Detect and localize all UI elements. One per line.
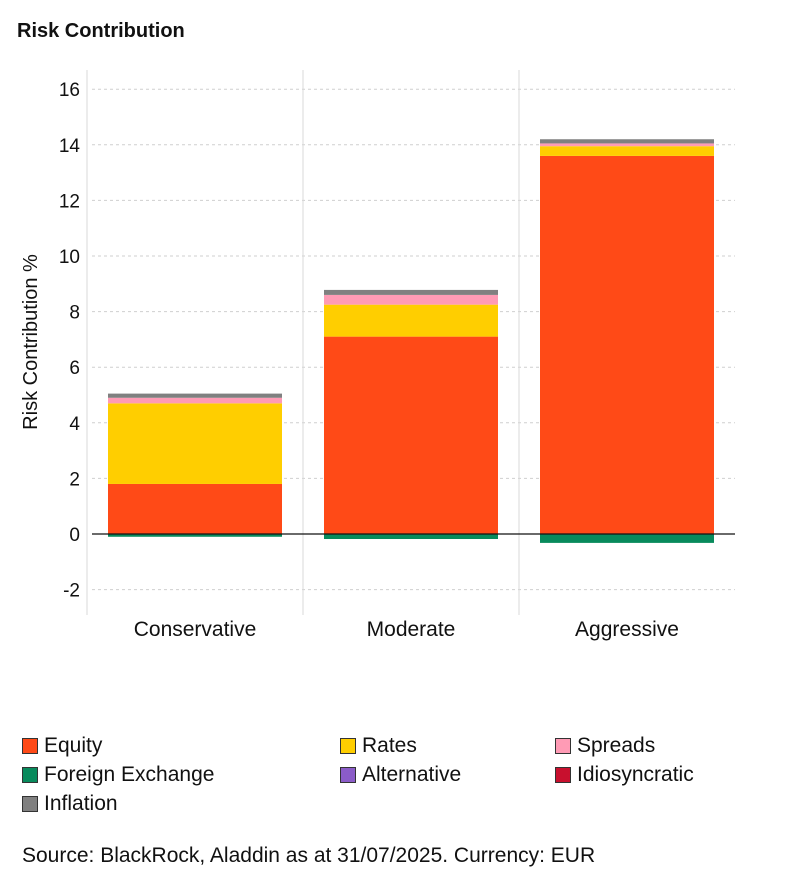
y-axis-label: Risk Contribution % <box>20 254 42 430</box>
bar-segment-inflation-aggressive <box>540 139 714 144</box>
y-tick-label: 12 <box>59 191 80 212</box>
risk-contribution-chart: -2 0 2 4 6 8 10 12 14 16 Conservative Moderate Aggre… <box>20 70 735 641</box>
bar-segment-spreads-conservative <box>108 397 282 404</box>
legend-label: Rates <box>362 734 417 757</box>
legend-item-idiosyncratic: Idiosyncratic <box>555 762 694 788</box>
legend-item-inflation: Inflation <box>22 791 118 817</box>
legend-swatch <box>22 738 38 754</box>
legend-label: Idiosyncratic <box>577 763 694 786</box>
legend-label: Foreign Exchange <box>44 763 215 786</box>
legend-swatch <box>555 738 571 754</box>
y-tick-label: 0 <box>69 525 80 546</box>
bar-segment-inflation-moderate <box>324 289 498 295</box>
y-tick-label: 6 <box>69 358 80 379</box>
x-tick-label: Aggressive <box>575 618 679 641</box>
bar-segment-foreign-exchange-conservative <box>108 534 282 537</box>
y-tick-label: 16 <box>59 80 80 101</box>
bar-segment-rates-conservative <box>108 403 282 484</box>
y-tick-label: 8 <box>69 303 80 324</box>
y-tick-label: 4 <box>69 414 80 435</box>
legend-label: Spreads <box>577 734 656 757</box>
x-tick-label: Conservative <box>134 618 257 641</box>
legend-swatch <box>555 767 571 783</box>
bar-segment-spreads-aggressive <box>540 143 714 147</box>
legend-swatch <box>22 767 38 783</box>
bar-segment-inflation-conservative <box>108 393 282 398</box>
legend-item-spreads: Spreads <box>555 733 655 759</box>
y-tick-label: 10 <box>59 247 80 268</box>
y-tick-label: -2 <box>63 581 80 602</box>
bar-segment-equity-aggressive <box>540 155 714 535</box>
legend-swatch <box>340 738 356 754</box>
bar-segment-equity-moderate <box>324 336 498 534</box>
bar-segment-equity-conservative <box>108 483 282 534</box>
source-note: Source: BlackRock, Aladdin as at 31/07/2… <box>22 844 596 867</box>
legend-label: Alternative <box>362 763 462 786</box>
bar-segment-foreign-exchange-aggressive <box>540 534 714 543</box>
legend-item-alternative: Alternative <box>340 762 461 788</box>
legend-swatch <box>22 796 38 812</box>
legend-item-foreign-exchange: Foreign Exchange <box>22 762 214 788</box>
bar-segment-rates-aggressive <box>540 146 714 156</box>
legend-item-rates: Rates <box>340 733 417 759</box>
legend-item-equity: Equity <box>22 733 102 759</box>
legend-label: Equity <box>44 734 103 757</box>
chart-title: Risk Contribution <box>17 20 185 42</box>
bar-segment-foreign-exchange-moderate <box>324 534 498 540</box>
y-tick-label: 2 <box>69 469 80 490</box>
bar-segment-spreads-moderate <box>324 294 498 305</box>
bar-segment-rates-moderate <box>324 304 498 337</box>
y-tick-label: 14 <box>59 136 81 157</box>
legend-swatch <box>340 767 356 783</box>
legend-label: Inflation <box>44 792 118 815</box>
x-tick-label: Moderate <box>367 618 456 641</box>
